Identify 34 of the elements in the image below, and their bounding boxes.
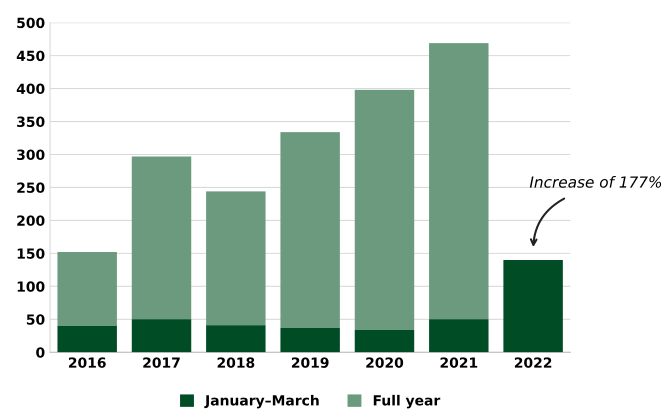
y-tick-label: 200 xyxy=(17,215,44,226)
x-tick-label: 2018 xyxy=(218,357,254,368)
legend-label: January–March xyxy=(204,394,319,408)
y-tick-label: 100 xyxy=(18,281,44,292)
legend-label: Full year xyxy=(374,394,440,408)
x-tick-label: 2017 xyxy=(143,357,180,368)
x-tick-label: 2022 xyxy=(514,357,552,368)
x-tick-label: 2019 xyxy=(292,357,329,368)
x-tick-label: 2021 xyxy=(440,357,478,368)
bar xyxy=(503,260,563,352)
y-tick-label: 400 xyxy=(16,84,44,94)
bar xyxy=(280,328,340,352)
bar xyxy=(132,156,192,320)
bar xyxy=(206,191,266,326)
bar xyxy=(354,90,414,330)
y-tick-label: 250 xyxy=(17,182,44,193)
y-tick-label: 350 xyxy=(17,116,44,128)
bar xyxy=(132,319,192,352)
bar xyxy=(429,43,489,320)
y-tick-label: 500 xyxy=(17,18,44,28)
bar xyxy=(57,252,117,326)
y-tick-label: 150 xyxy=(18,248,44,259)
x-tick-label: 2020 xyxy=(366,357,404,368)
y-tick-label: 0 xyxy=(36,347,44,358)
y-tick-label: 50 xyxy=(26,314,44,325)
bar xyxy=(57,326,117,352)
y-tick-label: 450 xyxy=(16,50,44,62)
bar xyxy=(206,325,266,352)
x-tick-label: 2016 xyxy=(68,357,106,368)
y-tick-label: 300 xyxy=(17,149,44,160)
bar xyxy=(429,319,489,352)
bar xyxy=(354,330,414,352)
annotation: Increase of 177% xyxy=(530,176,662,188)
bar xyxy=(280,132,340,328)
